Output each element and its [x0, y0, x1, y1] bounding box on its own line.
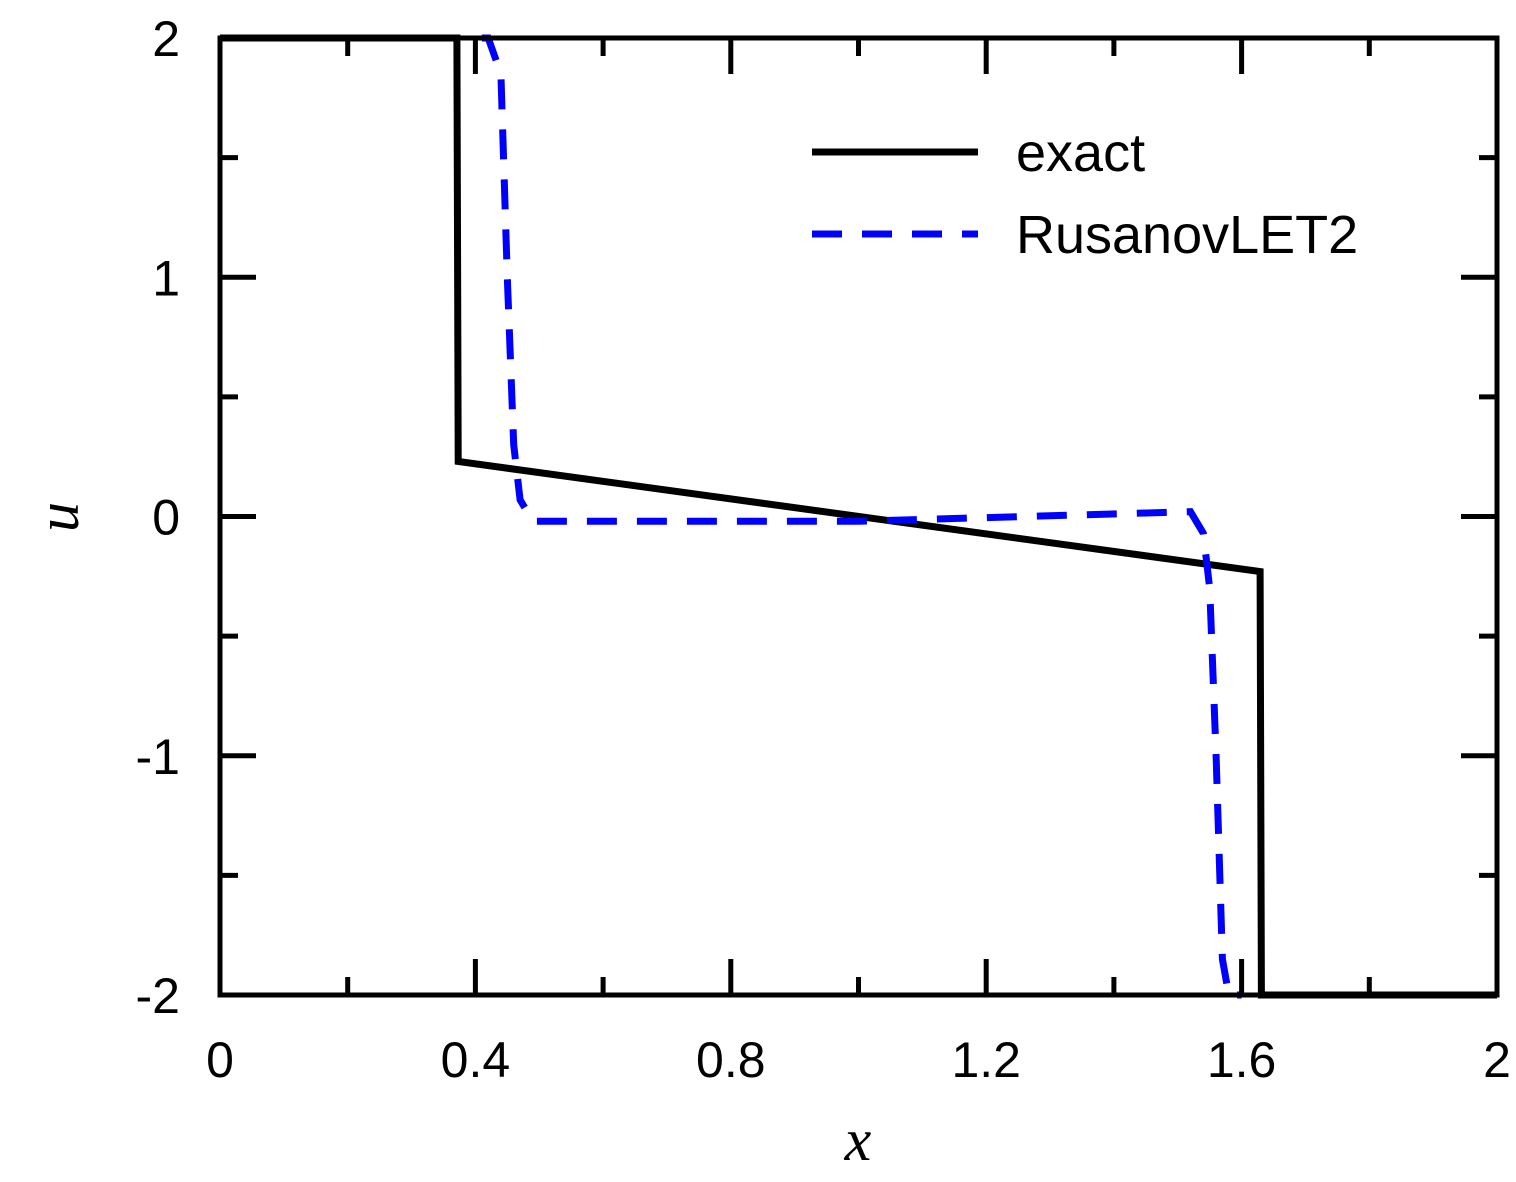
x-axis-label: x — [844, 1107, 872, 1173]
labels-layer: 0 0.4 0.8 1.2 1.6 2 2 1 0 -1 -2 — [136, 11, 1511, 1088]
x-tick-label: 1.2 — [951, 1032, 1021, 1088]
y-tick-label: -1 — [136, 729, 180, 785]
y-tick-label: 1 — [152, 250, 180, 306]
plot-frame — [217, 35, 1500, 998]
x-tick-label: 0.4 — [441, 1032, 511, 1088]
x-tick-label: 2 — [1483, 1032, 1511, 1088]
x-tick-label: 0 — [206, 1032, 234, 1088]
y-axis-label: u — [25, 502, 91, 532]
series-line-rusanovlet2 — [481, 34, 1242, 999]
y-tick-label: -2 — [136, 968, 180, 1024]
y-tick-label: 0 — [152, 490, 180, 546]
x-tick-label: 0.8 — [696, 1032, 766, 1088]
legend-label: exact — [1016, 123, 1145, 183]
legend: exact RusanovLET2 — [812, 123, 1358, 265]
legend-label: RusanovLET2 — [1016, 205, 1358, 265]
y-tick-label: 2 — [152, 11, 180, 67]
x-tick-label: 1.6 — [1207, 1032, 1277, 1088]
